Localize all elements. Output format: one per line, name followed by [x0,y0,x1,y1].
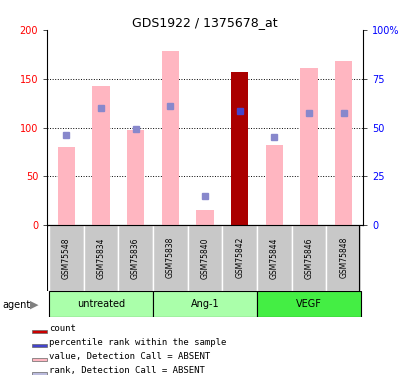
Bar [32,358,46,361]
Text: GSM75844: GSM75844 [269,237,278,279]
Text: ▶: ▶ [29,300,38,309]
Bar [153,225,187,291]
Text: value, Detection Call = ABSENT: value, Detection Call = ABSENT [49,352,210,361]
Bar [49,225,83,291]
Bar [57,147,75,225]
Text: GSM75836: GSM75836 [131,237,140,279]
Bar [118,225,153,291]
Text: GSM75834: GSM75834 [96,237,105,279]
Bar [265,145,282,225]
Text: GSM75848: GSM75848 [338,237,347,279]
Bar [83,225,118,291]
Bar [230,72,248,225]
Bar [32,372,46,375]
Bar [196,210,213,225]
Bar [256,291,360,317]
Bar [32,330,46,333]
Title: GDS1922 / 1375678_at: GDS1922 / 1375678_at [132,16,277,29]
Bar [187,225,222,291]
Text: GSM75846: GSM75846 [304,237,313,279]
Bar [161,51,179,225]
Text: untreated: untreated [76,299,125,309]
Bar [300,68,317,225]
Bar [334,61,352,225]
Bar [153,291,256,317]
Text: GSM75548: GSM75548 [62,237,71,279]
Bar [291,225,326,291]
Text: Ang-1: Ang-1 [190,299,219,309]
Bar [256,225,291,291]
Bar [326,225,360,291]
Text: VEGF: VEGF [295,299,321,309]
Bar [92,86,109,225]
Text: GSM75840: GSM75840 [200,237,209,279]
Text: count: count [49,324,76,333]
Text: agent: agent [2,300,30,309]
Text: GSM75838: GSM75838 [165,237,174,279]
Bar [127,130,144,225]
Text: GSM75842: GSM75842 [235,237,244,279]
Text: percentile rank within the sample: percentile rank within the sample [49,338,226,347]
Bar [222,225,256,291]
Text: rank, Detection Call = ABSENT: rank, Detection Call = ABSENT [49,366,204,375]
Bar [49,291,153,317]
Bar [32,344,46,347]
